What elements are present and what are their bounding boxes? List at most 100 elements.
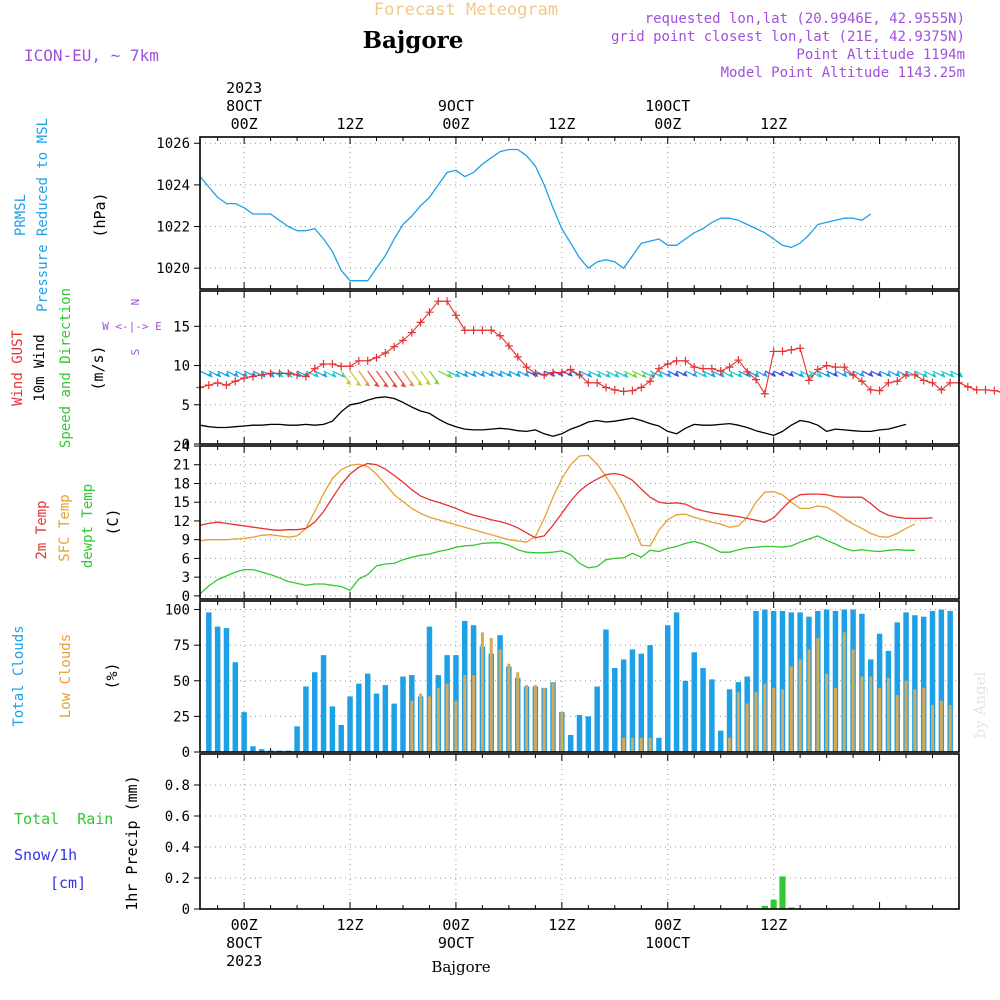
- precip-label-unit: [cm]: [50, 874, 86, 892]
- time-label: 00Z: [231, 115, 258, 133]
- gust-marker: [213, 378, 222, 387]
- wind-arrowhead: [374, 381, 380, 387]
- model-label: ICON-EU, ~ 7km: [24, 46, 159, 65]
- temp-panel-labels: 2m Temp SFC Temp dewpt Temp (C): [34, 484, 122, 568]
- total-cloud-bar: [620, 659, 627, 752]
- wind-arrowhead: [719, 372, 725, 378]
- gust-marker: [504, 341, 513, 350]
- rain-bar: [761, 905, 768, 909]
- cloud-ytick-label: 50: [173, 674, 190, 690]
- wind-arrowhead: [817, 372, 823, 378]
- gust-marker: [875, 386, 884, 395]
- precip-label-snow: Snow/1h: [14, 846, 77, 864]
- gust-marker: [593, 378, 602, 387]
- low-cloud-bar: [463, 675, 467, 752]
- gust-marker: [434, 297, 443, 306]
- wind-ytick-label: 10: [173, 359, 190, 375]
- low-cloud-bar: [816, 638, 820, 752]
- total-cloud-bar: [912, 615, 918, 752]
- cloud-panel-labels: Total Clouds Low Clouds (%): [11, 625, 121, 726]
- wind-arrowhead: [471, 371, 477, 377]
- pressure-label-msl: Pressure Reduced to MSL: [35, 118, 51, 312]
- gust-marker: [407, 328, 416, 337]
- wind-compass-ew: W <-|-> E: [102, 320, 162, 333]
- wind-arrowhead: [779, 371, 785, 377]
- total-cloud-bar: [567, 734, 574, 752]
- gust-marker: [725, 363, 734, 372]
- gust-marker: [284, 369, 293, 378]
- total-cloud-bar: [726, 689, 733, 752]
- low-cloud-bar: [913, 689, 917, 752]
- gust-marker: [584, 378, 593, 387]
- gust-marker: [716, 367, 725, 376]
- gust-marker: [381, 348, 390, 357]
- low-cloud-bar: [622, 737, 626, 752]
- wind-label-10m: 10m Wind: [32, 334, 48, 401]
- total-cloud-bar: [391, 703, 397, 752]
- total-cloud-bar: [373, 693, 380, 752]
- wind-arrowhead: [364, 381, 370, 387]
- wind-arrowhead: [886, 371, 892, 377]
- wind-arrowhead: [549, 371, 555, 377]
- total-cloud-bar: [612, 667, 618, 752]
- wind-ytick-label: 15: [173, 319, 190, 335]
- wind-frame: [199, 290, 960, 445]
- wind-label-gust: Wind GUST: [10, 330, 26, 406]
- gust-marker: [663, 359, 672, 368]
- total-cloud-bar: [638, 653, 645, 752]
- gust-marker: [831, 363, 840, 372]
- time-label: 9OCT: [438, 934, 474, 952]
- temp-ytick-label: 3: [182, 570, 190, 586]
- wind-arrowhead: [632, 372, 638, 378]
- low-cloud-bar: [763, 683, 767, 752]
- wind-arrowhead: [728, 372, 734, 378]
- low-cloud-bar: [842, 632, 846, 752]
- gust-marker: [928, 378, 937, 387]
- wind-arrowhead: [355, 380, 361, 386]
- gust-marker: [681, 356, 690, 365]
- total-cloud-bar: [311, 672, 318, 752]
- gust-marker: [496, 331, 505, 340]
- wind-arrowhead: [623, 372, 629, 378]
- gust-marker: [822, 361, 831, 370]
- wind-arrowhead: [682, 371, 688, 377]
- time-label: 9OCT: [438, 97, 474, 115]
- low-cloud-bar: [904, 680, 908, 752]
- wind-arrowhead: [673, 371, 679, 377]
- low-cloud-bar: [630, 737, 634, 752]
- gust-marker: [549, 368, 558, 377]
- low-cloud-bar: [427, 696, 431, 752]
- gust-marker: [654, 364, 663, 373]
- time-label: 00Z: [442, 916, 469, 934]
- wind-arrowhead: [392, 382, 398, 388]
- gust-marker: [337, 362, 346, 371]
- gust-marker: [310, 364, 319, 373]
- wind-arrowhead: [400, 382, 406, 388]
- wind-arrowhead: [207, 372, 213, 378]
- wind-arrowhead: [692, 371, 698, 377]
- wind-arrowhead: [515, 371, 521, 377]
- gust-marker: [963, 382, 972, 391]
- time-label: 2023: [226, 952, 262, 970]
- temp-label-2m: 2m Temp: [34, 500, 50, 559]
- gust-marker: [319, 359, 328, 368]
- total-cloud-bar: [929, 610, 936, 752]
- pressure-ytick-label: 1026: [156, 136, 190, 152]
- gust-marker: [902, 370, 911, 379]
- wind-arrowhead: [859, 371, 865, 377]
- total-cloud-bar: [665, 625, 671, 752]
- gust-marker: [416, 318, 425, 327]
- gust-marker: [231, 377, 240, 386]
- gust-marker: [637, 383, 646, 392]
- low-cloud-bar: [525, 685, 529, 752]
- gust-marker: [646, 377, 655, 386]
- low-cloud-bar: [825, 673, 829, 752]
- wind-arrowhead: [657, 372, 663, 378]
- temp-ytick-label: 21: [173, 458, 190, 474]
- low-cloud-bar: [480, 632, 484, 752]
- gust-marker: [601, 383, 610, 392]
- temp-label-sfc: SFC Temp: [57, 494, 73, 561]
- gust-marker: [919, 376, 928, 385]
- gust-marker: [372, 353, 381, 362]
